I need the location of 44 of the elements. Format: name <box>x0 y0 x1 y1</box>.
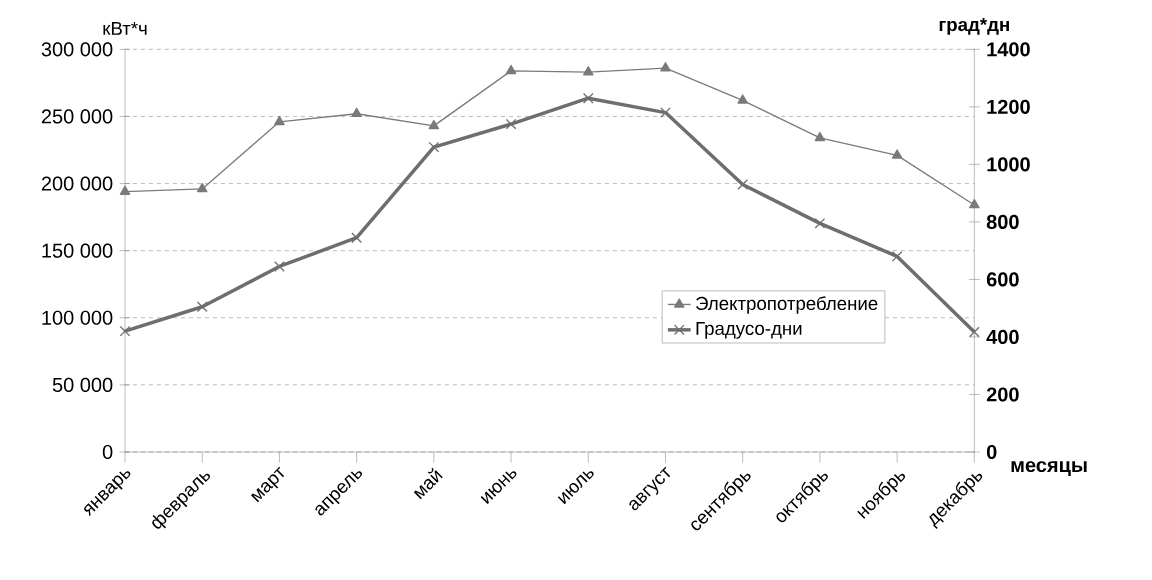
point <box>660 62 671 72</box>
point <box>737 94 748 104</box>
y-tick-label: 0 <box>102 444 113 460</box>
x-tick-label: май <box>413 467 443 500</box>
point <box>814 131 826 142</box>
point <box>968 326 980 338</box>
point <box>505 118 517 130</box>
point <box>737 179 749 190</box>
y2-tick-label: 1200 <box>987 99 1030 114</box>
y-tick-label: 200 000 <box>41 176 113 191</box>
point <box>660 107 671 118</box>
y-tick-label: 100 000 <box>42 310 113 325</box>
point <box>582 66 594 76</box>
point <box>351 107 362 118</box>
point <box>428 119 440 130</box>
point <box>119 185 131 195</box>
y-tick-label: 150 000 <box>42 243 113 258</box>
point <box>274 261 285 272</box>
point <box>196 301 208 313</box>
point <box>814 217 826 229</box>
point <box>274 115 285 126</box>
y-tick-label: 50 000 <box>52 377 113 392</box>
point <box>428 141 440 153</box>
y2-tick-label: 1400 <box>987 42 1030 57</box>
point <box>119 325 131 337</box>
point <box>505 64 517 75</box>
legend-label: Электропотребление <box>696 296 878 314</box>
x-axis-title: месяцы <box>1011 461 1087 476</box>
y-tick-label: 250 000 <box>41 109 113 124</box>
y2-tick-label: 1000 <box>987 157 1030 172</box>
y-tick-label: 300 000 <box>41 42 113 57</box>
point <box>196 182 208 193</box>
y2-tick-label: 400 <box>986 329 1019 345</box>
point <box>891 149 903 159</box>
y-axis-title: кВт*ч <box>103 22 147 35</box>
y2-tick-label: 600 <box>986 272 1019 287</box>
y2-tick-label: 200 <box>986 387 1019 402</box>
y2-tick-label: 800 <box>986 214 1019 229</box>
y2-axis-title: град*дн <box>939 18 1009 35</box>
point <box>582 92 594 104</box>
point <box>891 251 903 262</box>
point <box>351 232 363 244</box>
y2-tick-label: 0 <box>986 444 997 460</box>
legend-label: Градусо-дни <box>696 322 802 339</box>
